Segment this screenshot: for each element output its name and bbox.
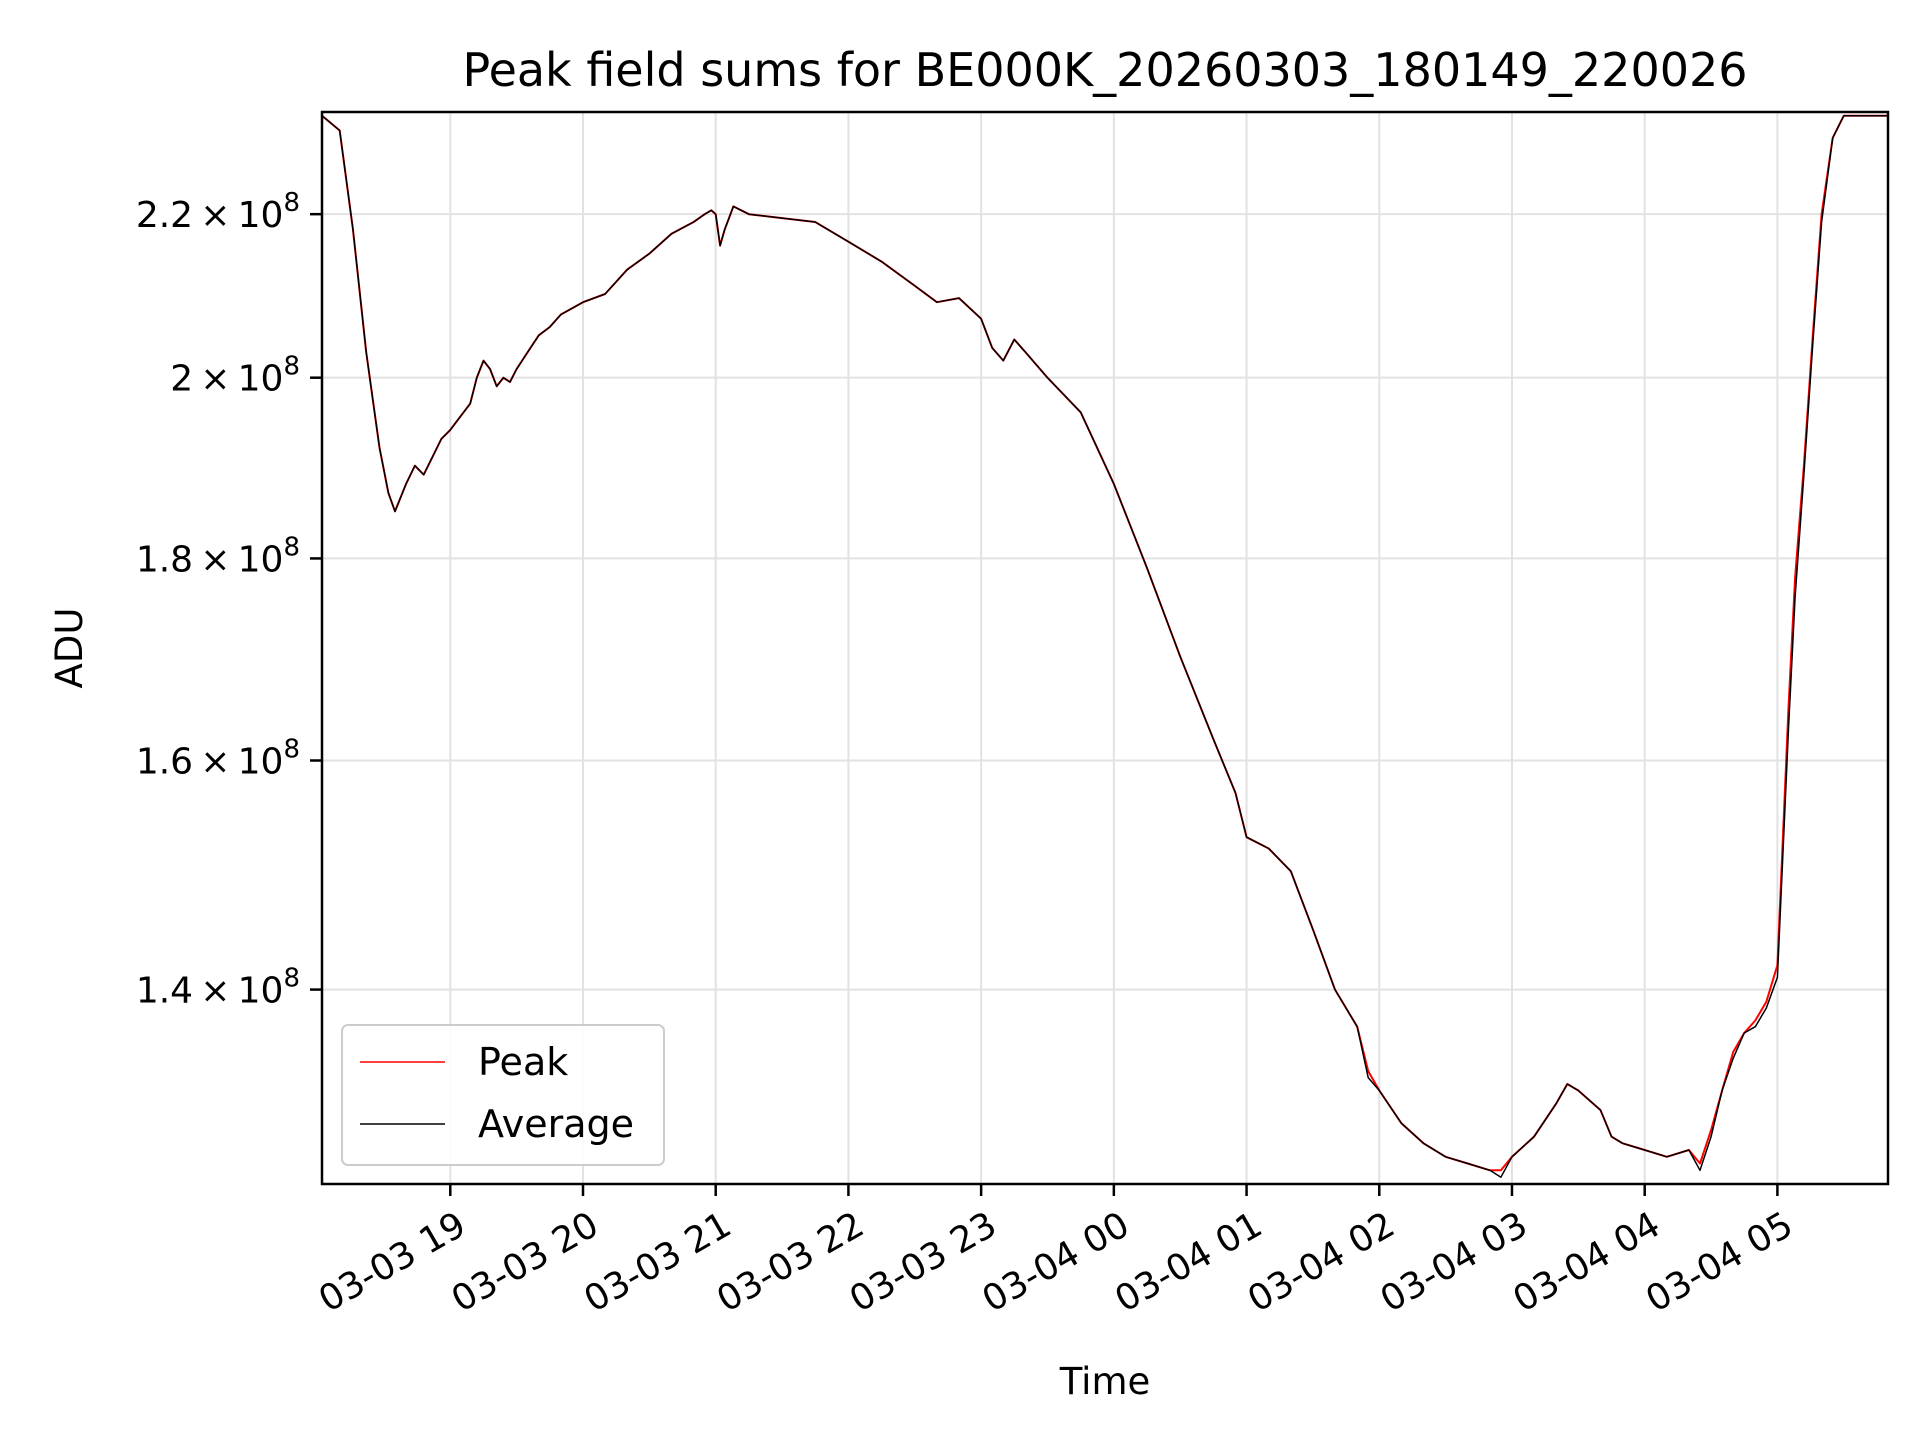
x-tick-label: 03-03 21 <box>578 1204 739 1320</box>
y-tick-label: 2.2 × 108 <box>136 188 300 236</box>
y-tick-mantissa: 1.8 <box>136 539 193 580</box>
x-tick-label: 03-03 22 <box>710 1204 871 1320</box>
y-tick-mantissa: 1.6 <box>136 741 193 782</box>
x-tick-label: 03-03 20 <box>445 1204 606 1320</box>
y-tick-exponent: 8 <box>283 964 300 994</box>
y-tick-times: × 10 <box>193 741 283 782</box>
y-tick-label: 1.6 × 108 <box>136 734 300 782</box>
y-tick-times: × 10 <box>193 359 283 400</box>
x-tick-label: 03-04 04 <box>1507 1204 1668 1320</box>
legend: Peak Average <box>341 1024 665 1166</box>
plot-frame <box>320 110 1890 1186</box>
grid-lines <box>322 112 1888 1184</box>
legend-label-average: Average <box>478 1102 634 1146</box>
y-tick-times: × 10 <box>193 195 283 236</box>
x-tick-label: 03-03 19 <box>312 1204 473 1320</box>
y-tick-exponent: 8 <box>283 532 300 562</box>
y-axis-label: ADU <box>48 608 91 689</box>
series-lines <box>321 114 1888 1178</box>
y-tick-times: × 10 <box>193 971 283 1012</box>
x-tick-label: 03-04 03 <box>1374 1204 1535 1320</box>
x-tick-label: 03-04 02 <box>1241 1204 1402 1320</box>
x-tick-label: 03-04 01 <box>1108 1204 1269 1320</box>
x-tick-label: 03-03 23 <box>843 1204 1004 1320</box>
y-tick-mantissa: 1.4 <box>136 971 193 1012</box>
y-tick-label: 1.8 × 108 <box>136 532 300 580</box>
x-axis-label: Time <box>1059 1360 1151 1403</box>
series-line-average <box>321 114 1888 1178</box>
y-tick-label: 1.4 × 108 <box>136 964 300 1012</box>
legend-label-peak: Peak <box>478 1040 568 1084</box>
y-tick-exponent: 8 <box>283 188 300 218</box>
y-tick-exponent: 8 <box>283 734 300 764</box>
y-tick-mantissa: 2 <box>170 359 193 400</box>
y-tick-exponent: 8 <box>283 352 300 382</box>
x-tick-label: 03-04 00 <box>976 1204 1137 1320</box>
y-tick-mantissa: 2.2 <box>136 195 193 236</box>
x-tick-label: 03-04 05 <box>1639 1204 1800 1320</box>
y-tick-times: × 10 <box>193 539 283 580</box>
chart-title: Peak field sums for BE000K_20260303_1801… <box>462 43 1747 97</box>
series-line-peak <box>321 114 1888 1172</box>
y-tick-label: 2 × 108 <box>170 352 300 400</box>
legend-box <box>341 1024 665 1166</box>
